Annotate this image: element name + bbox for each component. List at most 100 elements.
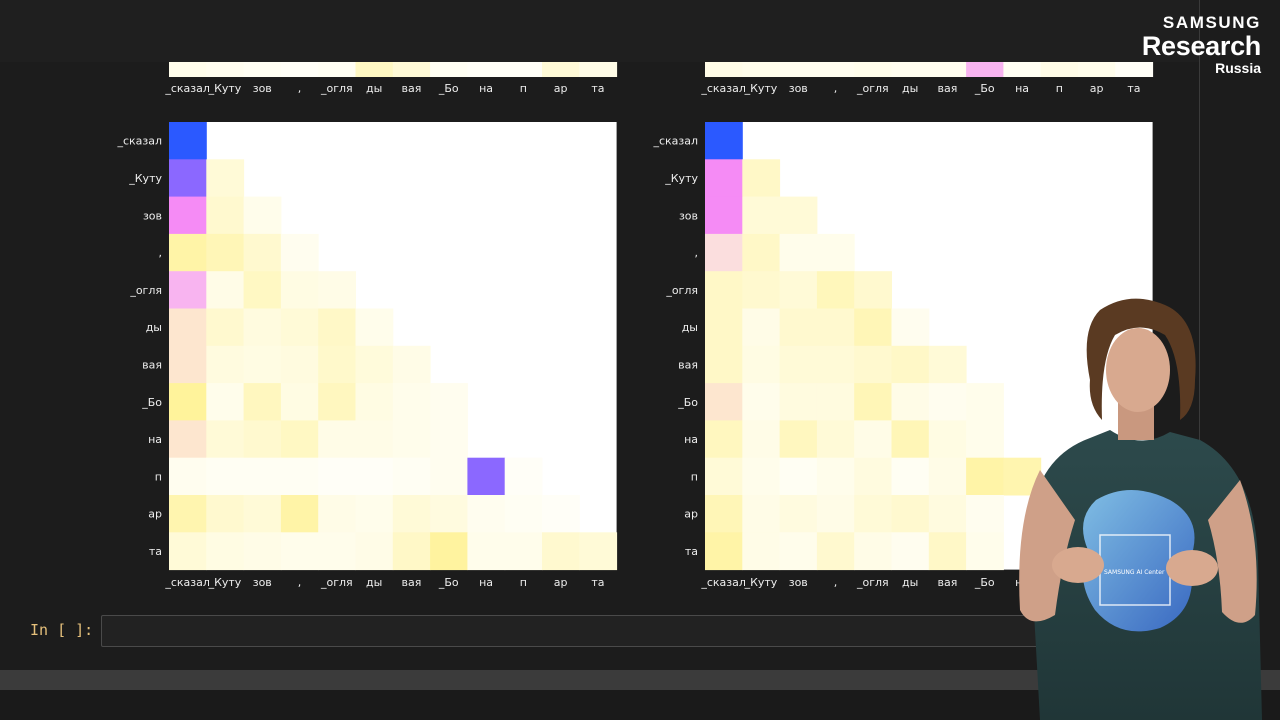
- hair: [1086, 298, 1196, 420]
- heatmap-cell: [966, 420, 1004, 459]
- x-tick-label: ды: [902, 576, 918, 589]
- heatmap-cell: [705, 159, 743, 198]
- heatmap-cell: [243, 196, 282, 235]
- heatmap-cell: [206, 457, 245, 496]
- y-tick-label: _сказал: [652, 135, 698, 148]
- heatmap-cell: [816, 308, 855, 347]
- heatmap-cell: [779, 495, 818, 533]
- x-tick-label: ар: [554, 82, 568, 95]
- heatmap-cell: [169, 495, 207, 533]
- heatmap-cell: [742, 495, 781, 533]
- heatmap-cell: [206, 532, 245, 571]
- heatmap-cell: [928, 420, 967, 459]
- heatmap-cell: [779, 457, 818, 496]
- x-tick-label: _Куту: [208, 576, 242, 589]
- heatmap-cell: [816, 457, 855, 496]
- code-cell-input[interactable]: [101, 615, 1203, 647]
- heatmap-cell: [169, 345, 207, 384]
- heatmap-cell: [854, 495, 892, 533]
- heatmap-cell: [854, 308, 892, 347]
- y-tick-label: ар: [684, 508, 698, 521]
- x-tick-label: _сказал: [164, 576, 210, 589]
- heatmap-cell: [318, 308, 356, 347]
- heatmap-cell: [243, 345, 282, 384]
- heatmap-cell: [243, 308, 282, 347]
- heatmap-cell: [467, 457, 506, 496]
- heatmap-cell: [169, 196, 207, 235]
- x-tick-label: ,: [834, 576, 838, 589]
- strip-cell: [430, 62, 468, 77]
- heatmap-cell: [779, 345, 818, 384]
- x-tick-label: _Бо: [438, 576, 459, 589]
- heatmap-cell: [243, 271, 282, 309]
- heatmap-cell: [318, 532, 356, 571]
- heatmap-cell: [816, 495, 855, 533]
- heatmap-cell: [169, 159, 207, 198]
- x-tick-label: п: [520, 82, 527, 95]
- strip-cell: [742, 62, 781, 77]
- heatmap-left: _сказал_сказал_сказал_Куту_Куту_Кутузовз…: [116, 62, 618, 589]
- heatmap-cell: [206, 159, 245, 198]
- heatmap-cell: [243, 420, 282, 459]
- heatmap-cell: [854, 532, 892, 571]
- strip-cell: [542, 62, 580, 77]
- shirt-text: SAMSUNG AI Center: [1104, 569, 1165, 576]
- heatmap-cell: [705, 383, 743, 421]
- heatmap-cell: [742, 159, 781, 198]
- strip-cell: [779, 62, 818, 77]
- heatmap-cell: [392, 532, 431, 571]
- strip-cell: [1040, 62, 1079, 77]
- y-tick-label: та: [149, 545, 162, 558]
- heatmap-cell: [467, 495, 506, 533]
- heatmap-cell: [816, 420, 855, 459]
- heatmap-cell: [891, 420, 930, 459]
- y-tick-label: та: [685, 545, 698, 558]
- heatmap-cell: [392, 383, 431, 421]
- heatmap-cell: [392, 420, 431, 459]
- heatmap-cell: [816, 233, 855, 272]
- x-tick-label: _сказал: [700, 576, 746, 589]
- panel-divider: [1199, 0, 1200, 610]
- y-tick-label: зов: [143, 209, 162, 222]
- heatmap-cell: [928, 495, 967, 533]
- heatmap-cell: [280, 457, 319, 496]
- heatmap-cell: [891, 383, 930, 421]
- strip-cell: [854, 62, 892, 77]
- heatmap-cell: [705, 196, 743, 235]
- heatmap-cell: [816, 271, 855, 309]
- heatmap-cell: [705, 233, 743, 272]
- heatmap-cell: [705, 420, 743, 459]
- y-tick-label: _Куту: [128, 172, 162, 185]
- heatmap-cell: [542, 495, 580, 533]
- heatmap-cell: [243, 383, 282, 421]
- x-tick-label: п: [1056, 82, 1063, 95]
- x-tick-label: на: [479, 576, 493, 589]
- heatmap-cell: [243, 532, 282, 571]
- y-tick-label: вая: [678, 358, 698, 371]
- heatmap-cell: [169, 383, 207, 421]
- heatmap-cell: [928, 457, 967, 496]
- strip-cell: [467, 62, 506, 77]
- x-tick-label: ,: [298, 82, 302, 95]
- heatmap-cell: [816, 383, 855, 421]
- print-blob: [1082, 490, 1195, 632]
- strip-cell: [318, 62, 356, 77]
- heatmap-cell: [742, 457, 781, 496]
- heatmap-cell: [430, 383, 468, 421]
- heatmap-cell: [280, 233, 319, 272]
- heatmap-cell: [742, 196, 781, 235]
- heatmap-cell: [891, 345, 930, 384]
- left-hand: [1052, 547, 1104, 583]
- y-tick-label: _Бо: [141, 396, 162, 409]
- x-tick-label: _Куту: [208, 82, 242, 95]
- strip-cell: [280, 62, 319, 77]
- heatmap-cell: [705, 122, 743, 160]
- heatmap-cell: [504, 457, 543, 496]
- y-tick-label: _Бо: [677, 396, 698, 409]
- heatmap-cell: [816, 345, 855, 384]
- heatmap-cell: [280, 495, 319, 533]
- x-tick-label: вая: [402, 576, 422, 589]
- heatmap-cell: [206, 271, 245, 309]
- heatmap-cell: [392, 345, 431, 384]
- horizontal-scrollbar[interactable]: [0, 670, 1280, 690]
